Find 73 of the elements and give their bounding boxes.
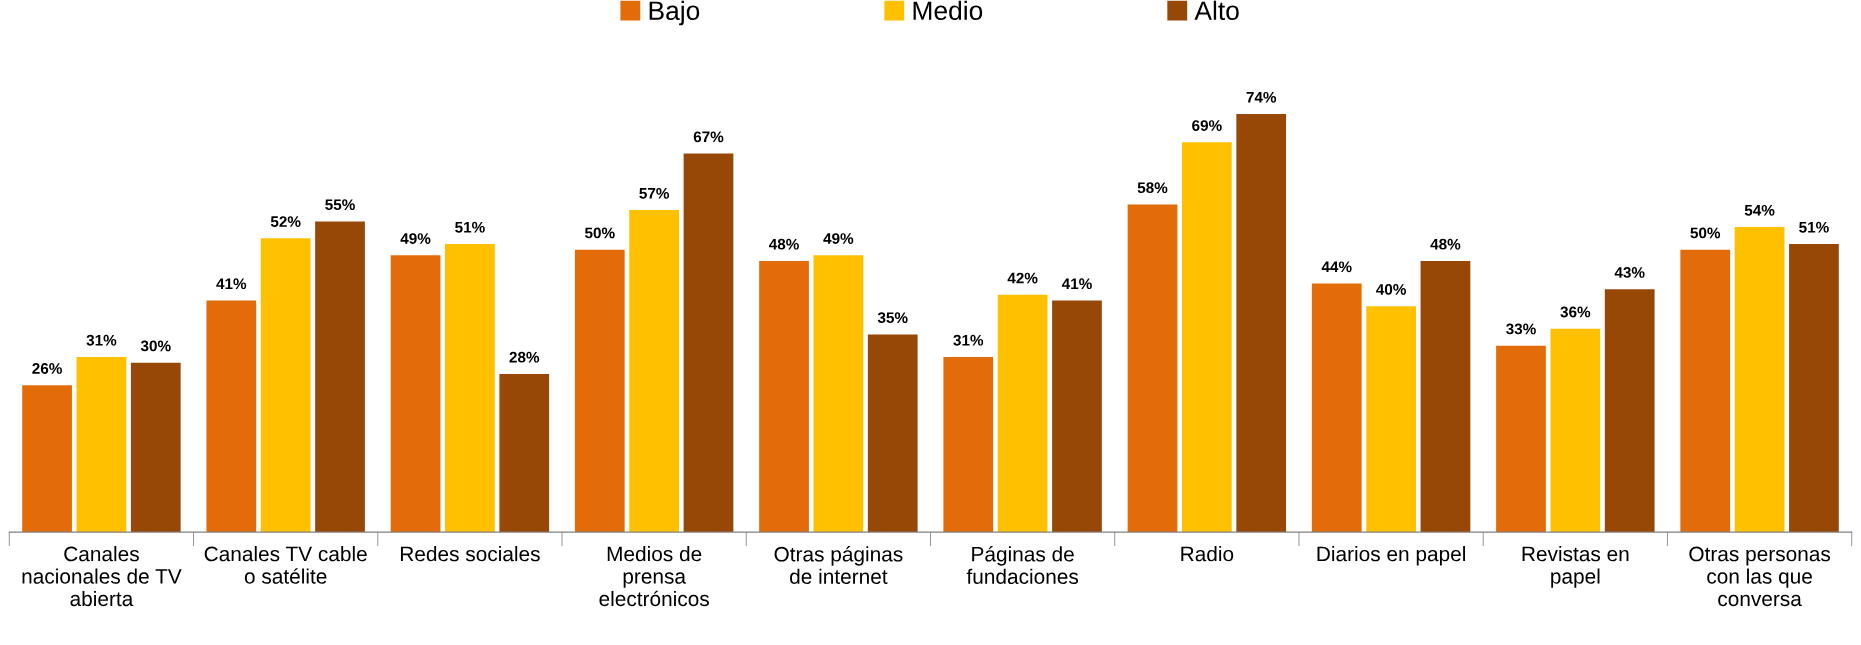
data-label: 52% — [270, 216, 301, 227]
x-tick-label: Otras personas con las que conversa — [1689, 546, 1831, 607]
bar — [574, 249, 625, 533]
x-tick-label: Diarios en papel — [1317, 546, 1465, 566]
bar — [1181, 142, 1232, 533]
data-label: 31% — [953, 334, 984, 346]
data-label: 35% — [877, 312, 908, 324]
data-label: 49% — [400, 233, 431, 244]
bar — [629, 210, 680, 533]
bar — [130, 362, 181, 533]
bar — [22, 385, 72, 533]
bar — [315, 221, 365, 533]
x-tick-label: Medios de prensa electrónicos — [599, 546, 709, 607]
bar — [1734, 227, 1785, 533]
data-label: 41% — [216, 278, 247, 290]
bar — [206, 300, 257, 533]
data-label: 67% — [693, 131, 724, 143]
bar — [1496, 345, 1546, 533]
data-label: 51% — [455, 221, 485, 233]
data-label: 57% — [639, 187, 670, 199]
data-label: 44% — [1321, 261, 1352, 273]
x-tick-label: Otras páginas de internet — [774, 546, 903, 584]
data-label: 74% — [1246, 91, 1277, 103]
bar — [390, 255, 441, 533]
bar — [683, 153, 734, 533]
data-label: 50% — [1690, 227, 1721, 239]
bar — [813, 255, 864, 533]
data-label: 30% — [140, 340, 171, 352]
bar — [499, 373, 550, 533]
x-tick-label: Canales nacionales de TV abierta — [22, 546, 182, 607]
bar — [867, 334, 918, 533]
bar — [1127, 204, 1178, 533]
data-label: 51% — [1799, 221, 1829, 233]
data-label: 40% — [1376, 283, 1406, 295]
data-label: 36% — [1560, 306, 1591, 318]
bar — [1052, 300, 1102, 533]
data-label: 48% — [1430, 238, 1461, 250]
x-tick-label: Redes sociales — [400, 546, 540, 562]
bar — [1366, 306, 1416, 533]
bar — [1789, 244, 1839, 533]
bar — [1236, 114, 1287, 533]
data-label: 28% — [509, 351, 540, 363]
bar — [76, 356, 127, 533]
data-label: 41% — [1061, 278, 1092, 290]
bar — [445, 244, 495, 533]
legend-label: Alto — [1194, 0, 1239, 21]
bar — [1311, 283, 1362, 533]
bar — [943, 356, 994, 533]
data-label: 33% — [1506, 323, 1536, 335]
data-label: 42% — [1007, 272, 1038, 284]
bar — [260, 238, 311, 533]
data-label: 50% — [584, 227, 615, 239]
bar — [1420, 260, 1471, 533]
bar — [1604, 289, 1655, 533]
data-label: 55% — [325, 199, 355, 211]
data-label: 54% — [1744, 204, 1775, 216]
bar — [1550, 328, 1601, 533]
x-tick-label: Revistas en papel — [1522, 546, 1629, 588]
data-label: 48% — [768, 238, 799, 250]
data-label: 31% — [86, 334, 117, 346]
data-label: 58% — [1137, 182, 1168, 194]
bar — [1680, 249, 1731, 533]
legend-label: Medio — [913, 0, 983, 21]
x-tick-label: Páginas de fundaciones — [966, 546, 1079, 584]
data-label: 69% — [1192, 120, 1222, 131]
bar — [759, 260, 809, 533]
bar — [997, 294, 1048, 533]
x-tick-label: Radio — [1181, 546, 1234, 562]
data-label: 43% — [1614, 267, 1645, 278]
x-tick-label: Canales TV cable o satélite — [204, 546, 367, 584]
data-label: 49% — [823, 233, 854, 244]
data-label: 26% — [32, 363, 62, 374]
legend-label: Bajo — [649, 0, 700, 26]
